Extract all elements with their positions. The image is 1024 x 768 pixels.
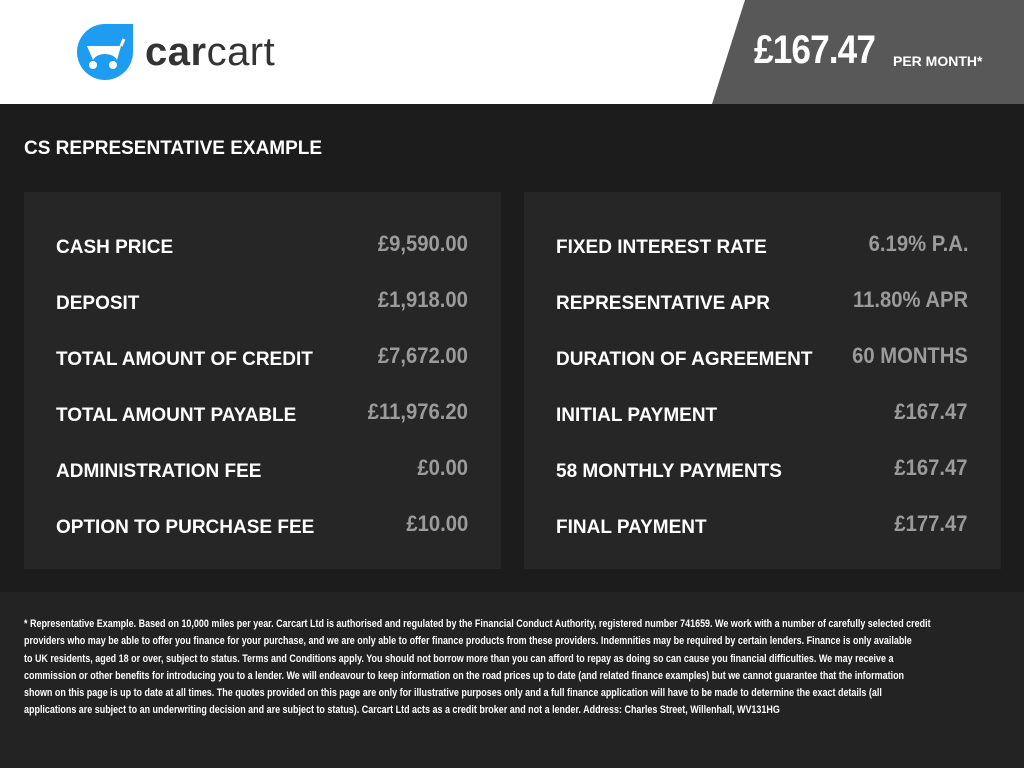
brand-name-light: cart xyxy=(206,30,276,74)
brand-name: carcart xyxy=(145,32,275,72)
per-month-label: PER MONTH* xyxy=(893,53,983,69)
finance-label: REPRESENTATIVE APR xyxy=(556,293,770,314)
header: carcart £167.47 PER MONTH* xyxy=(0,0,1024,104)
finance-label: INITIAL PAYMENT xyxy=(556,405,718,426)
finance-value: £0.00 xyxy=(417,455,468,480)
footer xyxy=(0,592,1024,768)
price-panel xyxy=(712,0,1024,104)
finance-value: £11,976.20 xyxy=(367,399,468,424)
finance-panel-left: CASH PRICE £9,590.00 DEPOSIT £1,918.00 TOTAL… xyxy=(24,192,501,569)
finance-value: £1,918.00 xyxy=(377,287,468,312)
finance-row: DURATION OF AGREEMENT 60 MONTHS xyxy=(556,341,968,371)
disclaimer-line: to UK residents, aged 18 or over, subjec… xyxy=(24,652,894,665)
finance-row: FIXED INTEREST RATE 6.19% P.A. xyxy=(556,229,968,259)
finance-label: CASH PRICE xyxy=(56,237,174,258)
finance-value: 6.19% P.A. xyxy=(868,231,968,256)
finance-row: REPRESENTATIVE APR 11.80% APR xyxy=(556,285,968,315)
disclaimer-text: * Representative Example. Based on 10,00… xyxy=(24,616,931,720)
finance-label: TOTAL AMOUNT PAYABLE xyxy=(56,405,297,426)
disclaimer-line: * Representative Example. Based on 10,00… xyxy=(24,618,931,630)
finance-value: £177.47 xyxy=(894,511,968,536)
brand-name-bold: car xyxy=(145,30,207,74)
finance-row: CASH PRICE £9,590.00 xyxy=(56,229,468,259)
finance-label: 58 MONTHLY PAYMENTS xyxy=(556,461,782,482)
finance-value: 60 MONTHS xyxy=(852,343,968,368)
finance-value: 11.80% APR xyxy=(852,287,968,312)
finance-row: 58 MONTHLY PAYMENTS £167.47 xyxy=(556,453,968,483)
finance-label: ADMINISTRATION FEE xyxy=(56,461,262,482)
finance-label: FINAL PAYMENT xyxy=(556,517,707,538)
finance-value: £10.00 xyxy=(406,511,468,536)
finance-label: OPTION TO PURCHASE FEE xyxy=(56,517,315,538)
finance-row: DEPOSIT £1,918.00 xyxy=(56,285,468,315)
finance-value: £7,672.00 xyxy=(377,343,468,368)
finance-value: £167.47 xyxy=(894,455,968,480)
finance-row: ADMINISTRATION FEE £0.00 xyxy=(56,453,468,483)
finance-label: TOTAL AMOUNT OF CREDIT xyxy=(56,349,313,370)
carcart-logo[interactable]: carcart xyxy=(77,24,275,80)
finance-row: INITIAL PAYMENT £167.47 xyxy=(556,397,968,427)
finance-value: £167.47 xyxy=(894,399,968,424)
finance-row: TOTAL AMOUNT PAYABLE £11,976.20 xyxy=(56,397,468,427)
finance-panel-right: FIXED INTEREST RATE 6.19% P.A. REPRESENTAT… xyxy=(524,192,1001,569)
finance-row: TOTAL AMOUNT OF CREDIT £7,672.00 xyxy=(56,341,468,371)
finance-row: FINAL PAYMENT £177.47 xyxy=(556,509,968,539)
monthly-price: £167.47 xyxy=(754,28,876,72)
section-title: CS REPRESENTATIVE EXAMPLE xyxy=(24,138,323,159)
disclaimer-line: commission or other benefits for introdu… xyxy=(24,669,905,682)
disclaimer-line: shown on this page is up to date at all … xyxy=(24,687,882,700)
disclaimer-line: applications are subject to an underwrit… xyxy=(24,704,780,717)
finance-label: DEPOSIT xyxy=(56,293,140,314)
disclaimer-line: providers who may be able to offer you f… xyxy=(24,635,912,648)
cart-logo-icon xyxy=(77,24,133,80)
finance-value: £9,590.00 xyxy=(377,231,468,256)
finance-row: OPTION TO PURCHASE FEE £10.00 xyxy=(56,509,468,539)
finance-label: DURATION OF AGREEMENT xyxy=(556,349,813,370)
finance-label: FIXED INTEREST RATE xyxy=(556,237,767,258)
